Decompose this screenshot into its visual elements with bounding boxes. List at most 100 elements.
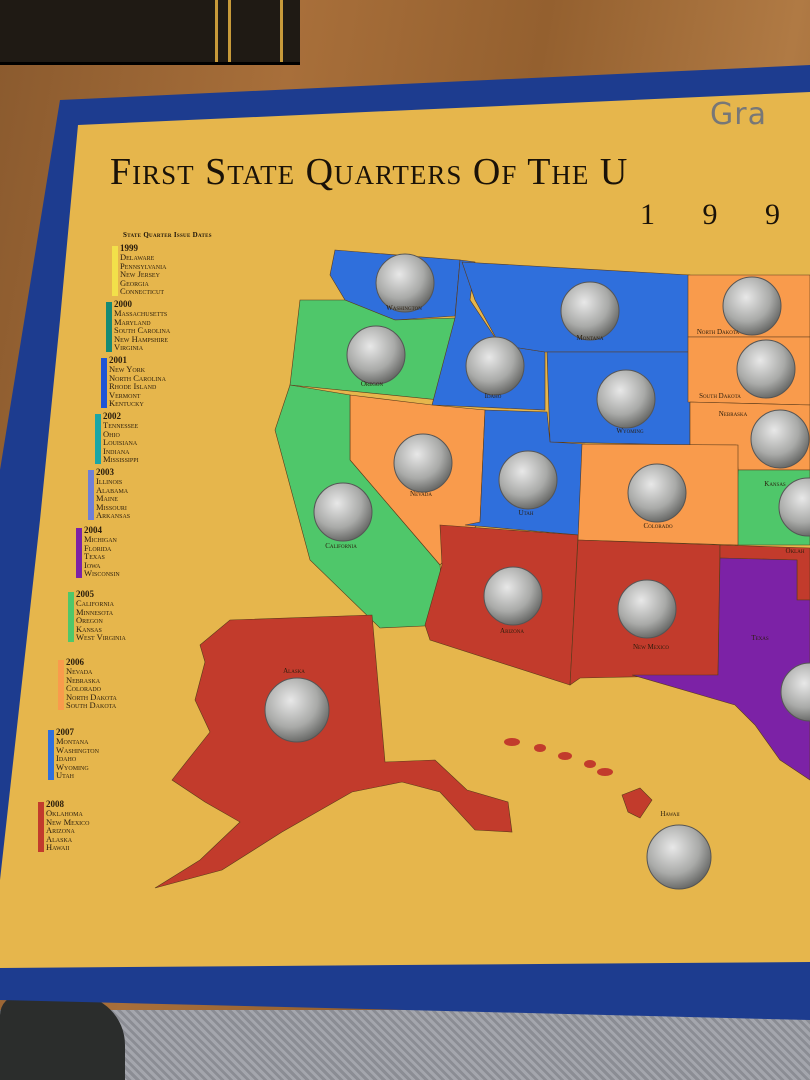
legend-color-bar — [76, 528, 82, 578]
legend-state: North Dakota — [66, 691, 117, 702]
legend-state: Delaware — [120, 252, 155, 262]
legend-state: Rhode Island — [109, 381, 157, 392]
legend-state: New Mexico — [46, 816, 90, 827]
state-label-wyoming: Wyoming — [616, 427, 644, 435]
legend-year: 2007 — [56, 727, 74, 737]
legend-state: Arizona — [46, 825, 75, 836]
legend-state: Alaska — [46, 833, 73, 844]
quarter-coin-wyoming — [596, 369, 656, 429]
book-background — [0, 0, 300, 65]
legend-state: Hawaii — [46, 842, 70, 853]
quarter-coin-arizona — [483, 566, 543, 626]
legend-color-bar — [48, 730, 54, 780]
legend-color-bar — [38, 802, 44, 852]
state-label-kansas: Kansas — [764, 480, 786, 488]
state-label-idaho: Idaho — [485, 392, 502, 400]
hawaii-island — [584, 760, 596, 768]
quarter-coin-south-dakota — [736, 339, 796, 399]
legend-state: Kentucky — [109, 398, 144, 409]
legend-state: Mississippi — [103, 454, 139, 465]
legend-group-2006: 2006 Nevada Nebraska Colorado North Dakota So… — [58, 657, 117, 711]
quarter-coin-nebraska — [750, 409, 810, 469]
year-range: 1 9 9 — [640, 198, 800, 231]
state-label-oklah: Oklah — [786, 547, 805, 555]
quarter-coin-nevada — [393, 433, 453, 493]
state-label-california: California — [325, 542, 357, 550]
legend-state: Oklahoma — [46, 808, 83, 818]
hawaii-island — [558, 752, 572, 760]
legend-heading: State Quarter Issue Dates — [123, 231, 212, 239]
quarter-coin-montana — [560, 281, 620, 341]
quarter-coin-alaska — [264, 677, 330, 743]
quarter-coin-texas — [780, 662, 810, 722]
state-label-washington: Washington — [386, 304, 422, 312]
quarter-coin-north-dakota — [722, 276, 782, 336]
legend-state: Washington — [56, 744, 99, 755]
legend-state: South Dakota — [66, 700, 117, 711]
legend-color-bar — [58, 660, 64, 710]
state-texas — [631, 557, 810, 781]
state-label-utah: Utah — [519, 509, 534, 517]
legend-state: Pennsylvania — [120, 260, 167, 271]
legend-group-2001: 2001 New York North Carolina Rhode Island Ve… — [101, 355, 166, 409]
legend-state: Arkansas — [96, 510, 131, 521]
legend-state: Maryland — [114, 316, 151, 327]
legend-state: Nevada — [66, 666, 93, 676]
state-label-new-mexico: New Mexico — [633, 643, 669, 651]
legend-group-2007: 2007 Montana Washington Idaho Wyoming Utah — [48, 727, 99, 780]
legend-state: Wisconsin — [84, 568, 120, 579]
legend-color-bar — [112, 246, 118, 296]
legend-state: Vermont — [109, 389, 141, 400]
legend-state: Wyoming — [56, 761, 89, 772]
legend-color-bar — [95, 414, 101, 464]
quarter-coin-oregon — [346, 325, 406, 385]
legend-state: New Jersey — [120, 269, 160, 280]
legend-group-2002: 2002 Tennessee Ohio Louisiana Indiana Mississ… — [95, 411, 139, 465]
quarter-coin-california — [313, 482, 373, 542]
legend-year: 2005 — [76, 589, 94, 599]
legend-state: Virginia — [114, 342, 144, 353]
legend-year: 2001 — [109, 355, 127, 365]
legend-state: Florida — [84, 542, 112, 553]
legend-state: Louisiana — [103, 437, 138, 448]
state-label-nebraska: Nebraska — [719, 410, 748, 418]
state-hawaii — [621, 787, 653, 819]
legend-state: Georgia — [120, 277, 149, 288]
legend-group-2004: 2004 Michigan Florida Texas Iowa Wisconsin — [76, 526, 120, 579]
legend-state: Missouri — [96, 501, 127, 512]
legend-state: Indiana — [103, 445, 130, 456]
legend-color-bar — [68, 592, 74, 642]
legend-year: 2002 — [103, 411, 121, 421]
legend-state: Illinois — [96, 476, 123, 486]
state-label-south-dakota: South Dakota — [699, 392, 741, 400]
legend-state: Michigan — [84, 534, 117, 544]
legend-state: Colorado — [66, 683, 102, 694]
quarter-coin-new-mexico — [617, 579, 677, 639]
page-title: First State Quarters Of The U — [110, 151, 629, 193]
legend-state: Montana — [56, 736, 89, 746]
quarter-coin-kansas — [778, 477, 810, 537]
quarter-coin-utah — [498, 450, 558, 510]
legend-state: California — [76, 598, 115, 608]
legend-state: West Virginia — [76, 632, 126, 643]
legend-state: New York — [109, 364, 146, 374]
state-label-alaska: Alaska — [283, 667, 305, 675]
legend-group-2003: 2003 Illinois Alabama Maine Missouri Arkansas — [88, 467, 131, 521]
legend-year: 2003 — [96, 467, 114, 477]
legend-state: North Carolina — [109, 372, 166, 383]
legend-state: Connecticut — [120, 286, 164, 297]
state-label-north-dakota: North Dakota — [697, 328, 740, 336]
legend-color-bar — [101, 358, 107, 408]
quarter-coin-colorado — [627, 463, 687, 523]
quarter-coin-hawaii — [646, 824, 712, 890]
legend-group-2008: 2008 Oklahoma New Mexico Arizona Alaska Hawai… — [38, 799, 90, 853]
legend-group-2000: 2000 Massachusetts Maryland South Carolina N… — [106, 300, 170, 353]
quarter-coin-washington — [375, 253, 435, 313]
legend-year: 2006 — [66, 657, 84, 667]
hawaii-island — [534, 744, 546, 752]
legend-year: 2008 — [46, 799, 64, 809]
legend-state: Minnesota — [76, 606, 114, 617]
legend-color-bar — [106, 302, 112, 352]
hawaii-island — [597, 768, 613, 776]
